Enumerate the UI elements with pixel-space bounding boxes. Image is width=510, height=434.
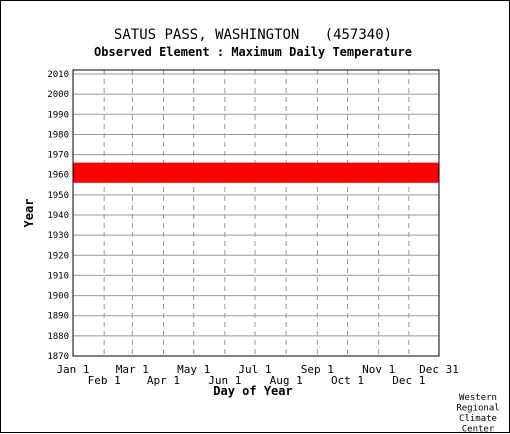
x-tick-label: Jul 1 — [238, 363, 271, 376]
y-tick-label: 1900 — [47, 292, 69, 302]
y-tick-label: 2010 — [47, 70, 69, 80]
y-tick-label: 1890 — [47, 312, 69, 322]
plot-border — [73, 70, 439, 356]
x-tick-label: Jan 1 — [56, 363, 89, 376]
credit-line: Western — [459, 393, 497, 403]
y-tick-label: 1870 — [47, 352, 69, 362]
y-tick-label: 1910 — [47, 271, 69, 281]
grid-layer — [73, 70, 439, 356]
y-tick-label: 1940 — [47, 211, 69, 221]
x-tick-label: May 1 — [177, 363, 210, 376]
credit-line: Climate — [459, 414, 497, 424]
y-tick-label: 1980 — [47, 130, 69, 140]
y-tick-label: 1990 — [47, 110, 69, 120]
chart-subtitle: Observed Element : Maximum Daily Tempera… — [94, 45, 412, 59]
y-tick-label: 1880 — [47, 332, 69, 342]
y-tick-label: 2000 — [47, 90, 69, 100]
y-tick-label: 1920 — [47, 251, 69, 261]
y-axis-label: Year — [22, 199, 36, 228]
x-tick-label: Dec 31 — [419, 363, 459, 376]
data-layer — [73, 163, 439, 183]
data-band — [73, 163, 439, 183]
x-tick-label: Sep 1 — [301, 363, 334, 376]
x-axis-label: Day of Year — [213, 384, 292, 398]
y-tick-label: 1930 — [47, 231, 69, 241]
x-tick-label: Nov 1 — [362, 363, 395, 376]
y-tick-label: 1960 — [47, 171, 69, 181]
y-tick-labels: 1870 1880 1890 1900 1910 1920 1930 1940 1950 1960… — [47, 70, 69, 362]
credit-line: Regional — [456, 404, 499, 414]
x-tick-label: Mar 1 — [116, 363, 149, 376]
x-tick-label: Oct 1 — [331, 374, 364, 387]
x-tick-label: Apr 1 — [147, 374, 180, 387]
chart-title: SATUS PASS, WASHINGTON (457340) — [114, 27, 392, 43]
y-tick-label: 1950 — [47, 191, 69, 201]
y-tick-label: 1970 — [47, 151, 69, 161]
